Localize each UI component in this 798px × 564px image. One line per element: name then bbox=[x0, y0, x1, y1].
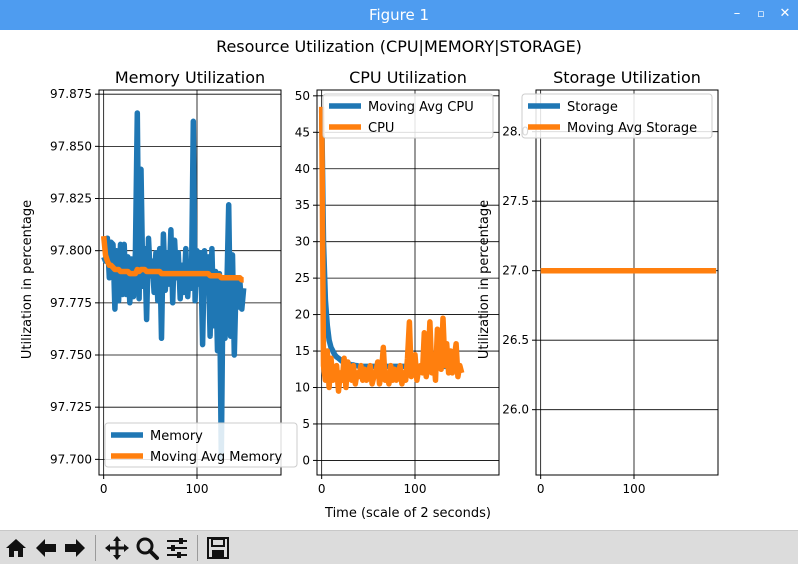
y-tick-label: 0 bbox=[302, 453, 310, 467]
legend-label: Storage bbox=[567, 100, 618, 115]
figure-suptitle: Resource Utilization (CPU|MEMORY|STORAGE… bbox=[216, 37, 582, 56]
home-icon[interactable] bbox=[3, 535, 29, 561]
x-tick-label: 100 bbox=[186, 482, 209, 496]
y-tick-label: 5 bbox=[302, 417, 310, 431]
legend-label: Memory bbox=[150, 429, 203, 444]
y-tick-label: 27.0 bbox=[502, 264, 529, 278]
legend-label: Moving Avg CPU bbox=[368, 100, 474, 115]
y-tick-label: 97.750 bbox=[50, 348, 92, 362]
series-line-memory bbox=[101, 110, 247, 461]
y-tick-label: 35 bbox=[295, 198, 310, 212]
subplot-title: Memory Utilization bbox=[115, 68, 265, 87]
y-tick-label: 20 bbox=[295, 308, 310, 322]
figure-svg: 0 10097.70097.72597.75097.77597.80097.825… bbox=[20, 37, 719, 521]
shared-xlabel: Time (scale of 2 seconds) bbox=[324, 506, 491, 521]
y-axis-label: Utilization in percentage bbox=[477, 200, 492, 359]
x-tick-label: 0 bbox=[100, 482, 108, 496]
x-tick-label: 0 bbox=[537, 482, 545, 496]
window-title: Figure 1 bbox=[368, 6, 430, 24]
y-tick-label: 50 bbox=[295, 89, 310, 103]
toolbar-separator bbox=[95, 535, 96, 561]
y-tick-label: 97.800 bbox=[50, 244, 92, 258]
y-tick-label: 26.0 bbox=[502, 403, 529, 417]
maximize-button[interactable]: ▫ bbox=[757, 7, 765, 20]
y-tick-label: 26.5 bbox=[502, 333, 529, 347]
y-tick-label: 97.825 bbox=[50, 192, 92, 206]
back-arrow-icon[interactable] bbox=[33, 535, 59, 561]
subplot-title: Storage Utilization bbox=[553, 68, 701, 87]
y-axis-label: Utilization in percentage bbox=[20, 200, 35, 359]
y-tick-label: 45 bbox=[295, 125, 310, 139]
y-tick-label: 40 bbox=[295, 162, 310, 176]
y-tick-label: 97.850 bbox=[50, 139, 92, 153]
plot-frame bbox=[316, 89, 500, 476]
pan-icon[interactable] bbox=[104, 535, 130, 561]
navigation-toolbar bbox=[0, 530, 798, 564]
legend-box bbox=[521, 93, 713, 139]
y-tick-label: 97.775 bbox=[50, 296, 92, 310]
series-line-moving-avg-memory bbox=[100, 235, 245, 283]
forward-arrow-icon[interactable] bbox=[62, 535, 88, 561]
figure-canvas: 0 100 97.700 97.725 97.750 97.775 97.800 97.825… bbox=[0, 30, 798, 530]
zoom-icon[interactable] bbox=[134, 535, 160, 561]
subplot-2: 0 100 0 5 10 15 20 25 30 35 40 45 50 CPU Utilization M… bbox=[295, 68, 500, 496]
subplot-title: CPU Utilization bbox=[349, 68, 467, 87]
legend-label: Moving Avg Memory bbox=[150, 450, 282, 465]
plot-frame bbox=[535, 89, 719, 476]
y-tick-label: 25 bbox=[295, 271, 310, 285]
toolbar-separator bbox=[197, 535, 198, 561]
y-tick-label: 30 bbox=[295, 235, 310, 249]
y-tick-label: 10 bbox=[295, 381, 310, 395]
y-tick-label: 97.875 bbox=[50, 87, 92, 101]
minimize-button[interactable]: – bbox=[733, 6, 741, 21]
legend-box bbox=[322, 93, 494, 139]
plot-frame bbox=[98, 89, 282, 476]
y-tick-label: 97.700 bbox=[50, 452, 92, 466]
y-tick-label: 15 bbox=[295, 344, 310, 358]
window-titlebar: Figure 1 – ▫ ✕ bbox=[0, 0, 798, 30]
x-tick-label: 100 bbox=[623, 482, 646, 496]
y-tick-label: 27.5 bbox=[502, 194, 529, 208]
save-icon[interactable] bbox=[205, 535, 231, 561]
subplot-1: 0 100 97.700 97.725 97.750 97.775 97.800 97.825… bbox=[20, 68, 298, 496]
legend-box bbox=[104, 422, 298, 468]
legend-label: CPU bbox=[368, 121, 394, 136]
series-line-cpu bbox=[318, 106, 465, 394]
y-tick-label: 97.725 bbox=[50, 400, 92, 414]
configure-subplots-icon[interactable] bbox=[164, 535, 190, 561]
x-tick-label: 100 bbox=[404, 482, 427, 496]
x-tick-label: 0 bbox=[318, 482, 326, 496]
close-button[interactable]: ✕ bbox=[779, 6, 791, 21]
legend-label: Moving Avg Storage bbox=[567, 121, 697, 136]
